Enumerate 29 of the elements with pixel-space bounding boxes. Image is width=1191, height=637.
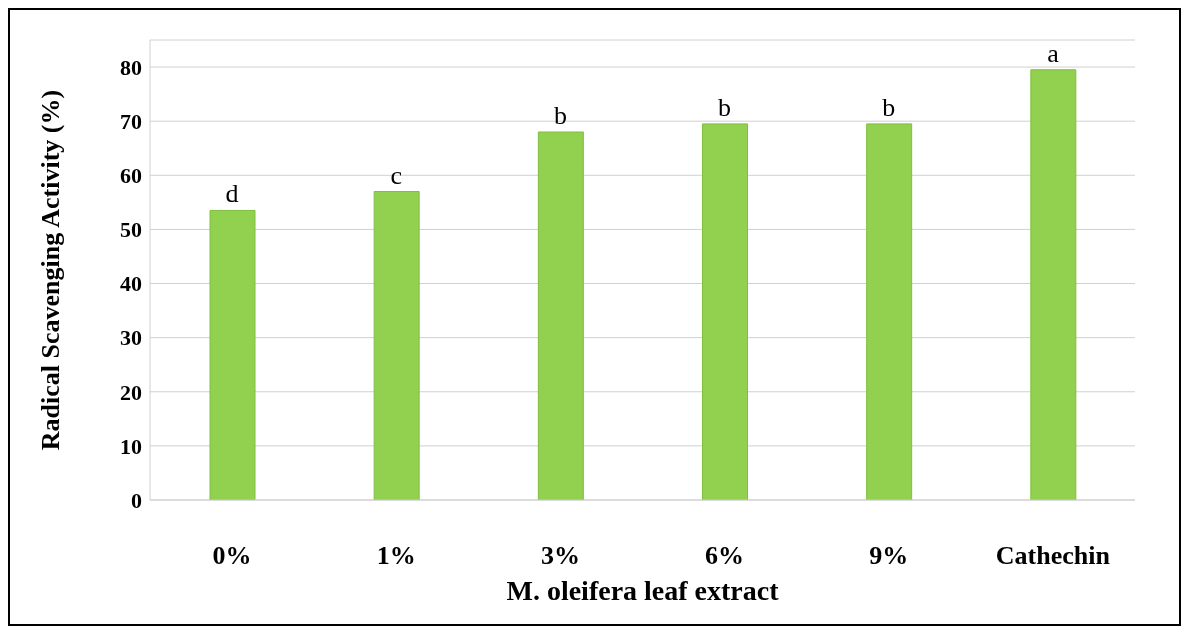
y-tick-label: 10 <box>120 433 142 459</box>
x-tick-label: Cathechin <box>995 541 1111 571</box>
bar <box>209 209 256 500</box>
y-tick-label: 0 <box>131 487 142 513</box>
y-tick-label: 50 <box>120 217 142 243</box>
annotation: a <box>1047 38 1060 68</box>
y-tick-label: 80 <box>120 54 142 80</box>
bar <box>373 191 420 500</box>
y-axis-title: Radical Scavenging Activity (%) <box>36 89 66 451</box>
y-tick-label: 60 <box>120 163 142 189</box>
y-tick-label: 20 <box>120 379 142 405</box>
annotation: c <box>390 160 403 190</box>
x-axis-title: M. oleifera leaf extract <box>506 575 780 606</box>
x-tick-label: 9% <box>869 541 909 571</box>
annotation: b <box>553 101 567 130</box>
y-tick-label: 70 <box>120 108 142 134</box>
x-tick-label: 6% <box>705 541 745 571</box>
annotation: b <box>882 92 896 122</box>
bar <box>1030 69 1077 500</box>
x-tick-label: 3% <box>540 541 580 571</box>
bar <box>702 123 748 500</box>
bar <box>866 123 913 500</box>
annotation: d <box>225 179 239 209</box>
y-tick-label: 30 <box>120 325 142 351</box>
y-tick-label: 40 <box>120 271 142 297</box>
x-tick-label: 1% <box>376 541 416 571</box>
annotation: b <box>718 92 732 122</box>
bar <box>537 131 584 500</box>
x-tick-label: 0% <box>212 541 252 571</box>
